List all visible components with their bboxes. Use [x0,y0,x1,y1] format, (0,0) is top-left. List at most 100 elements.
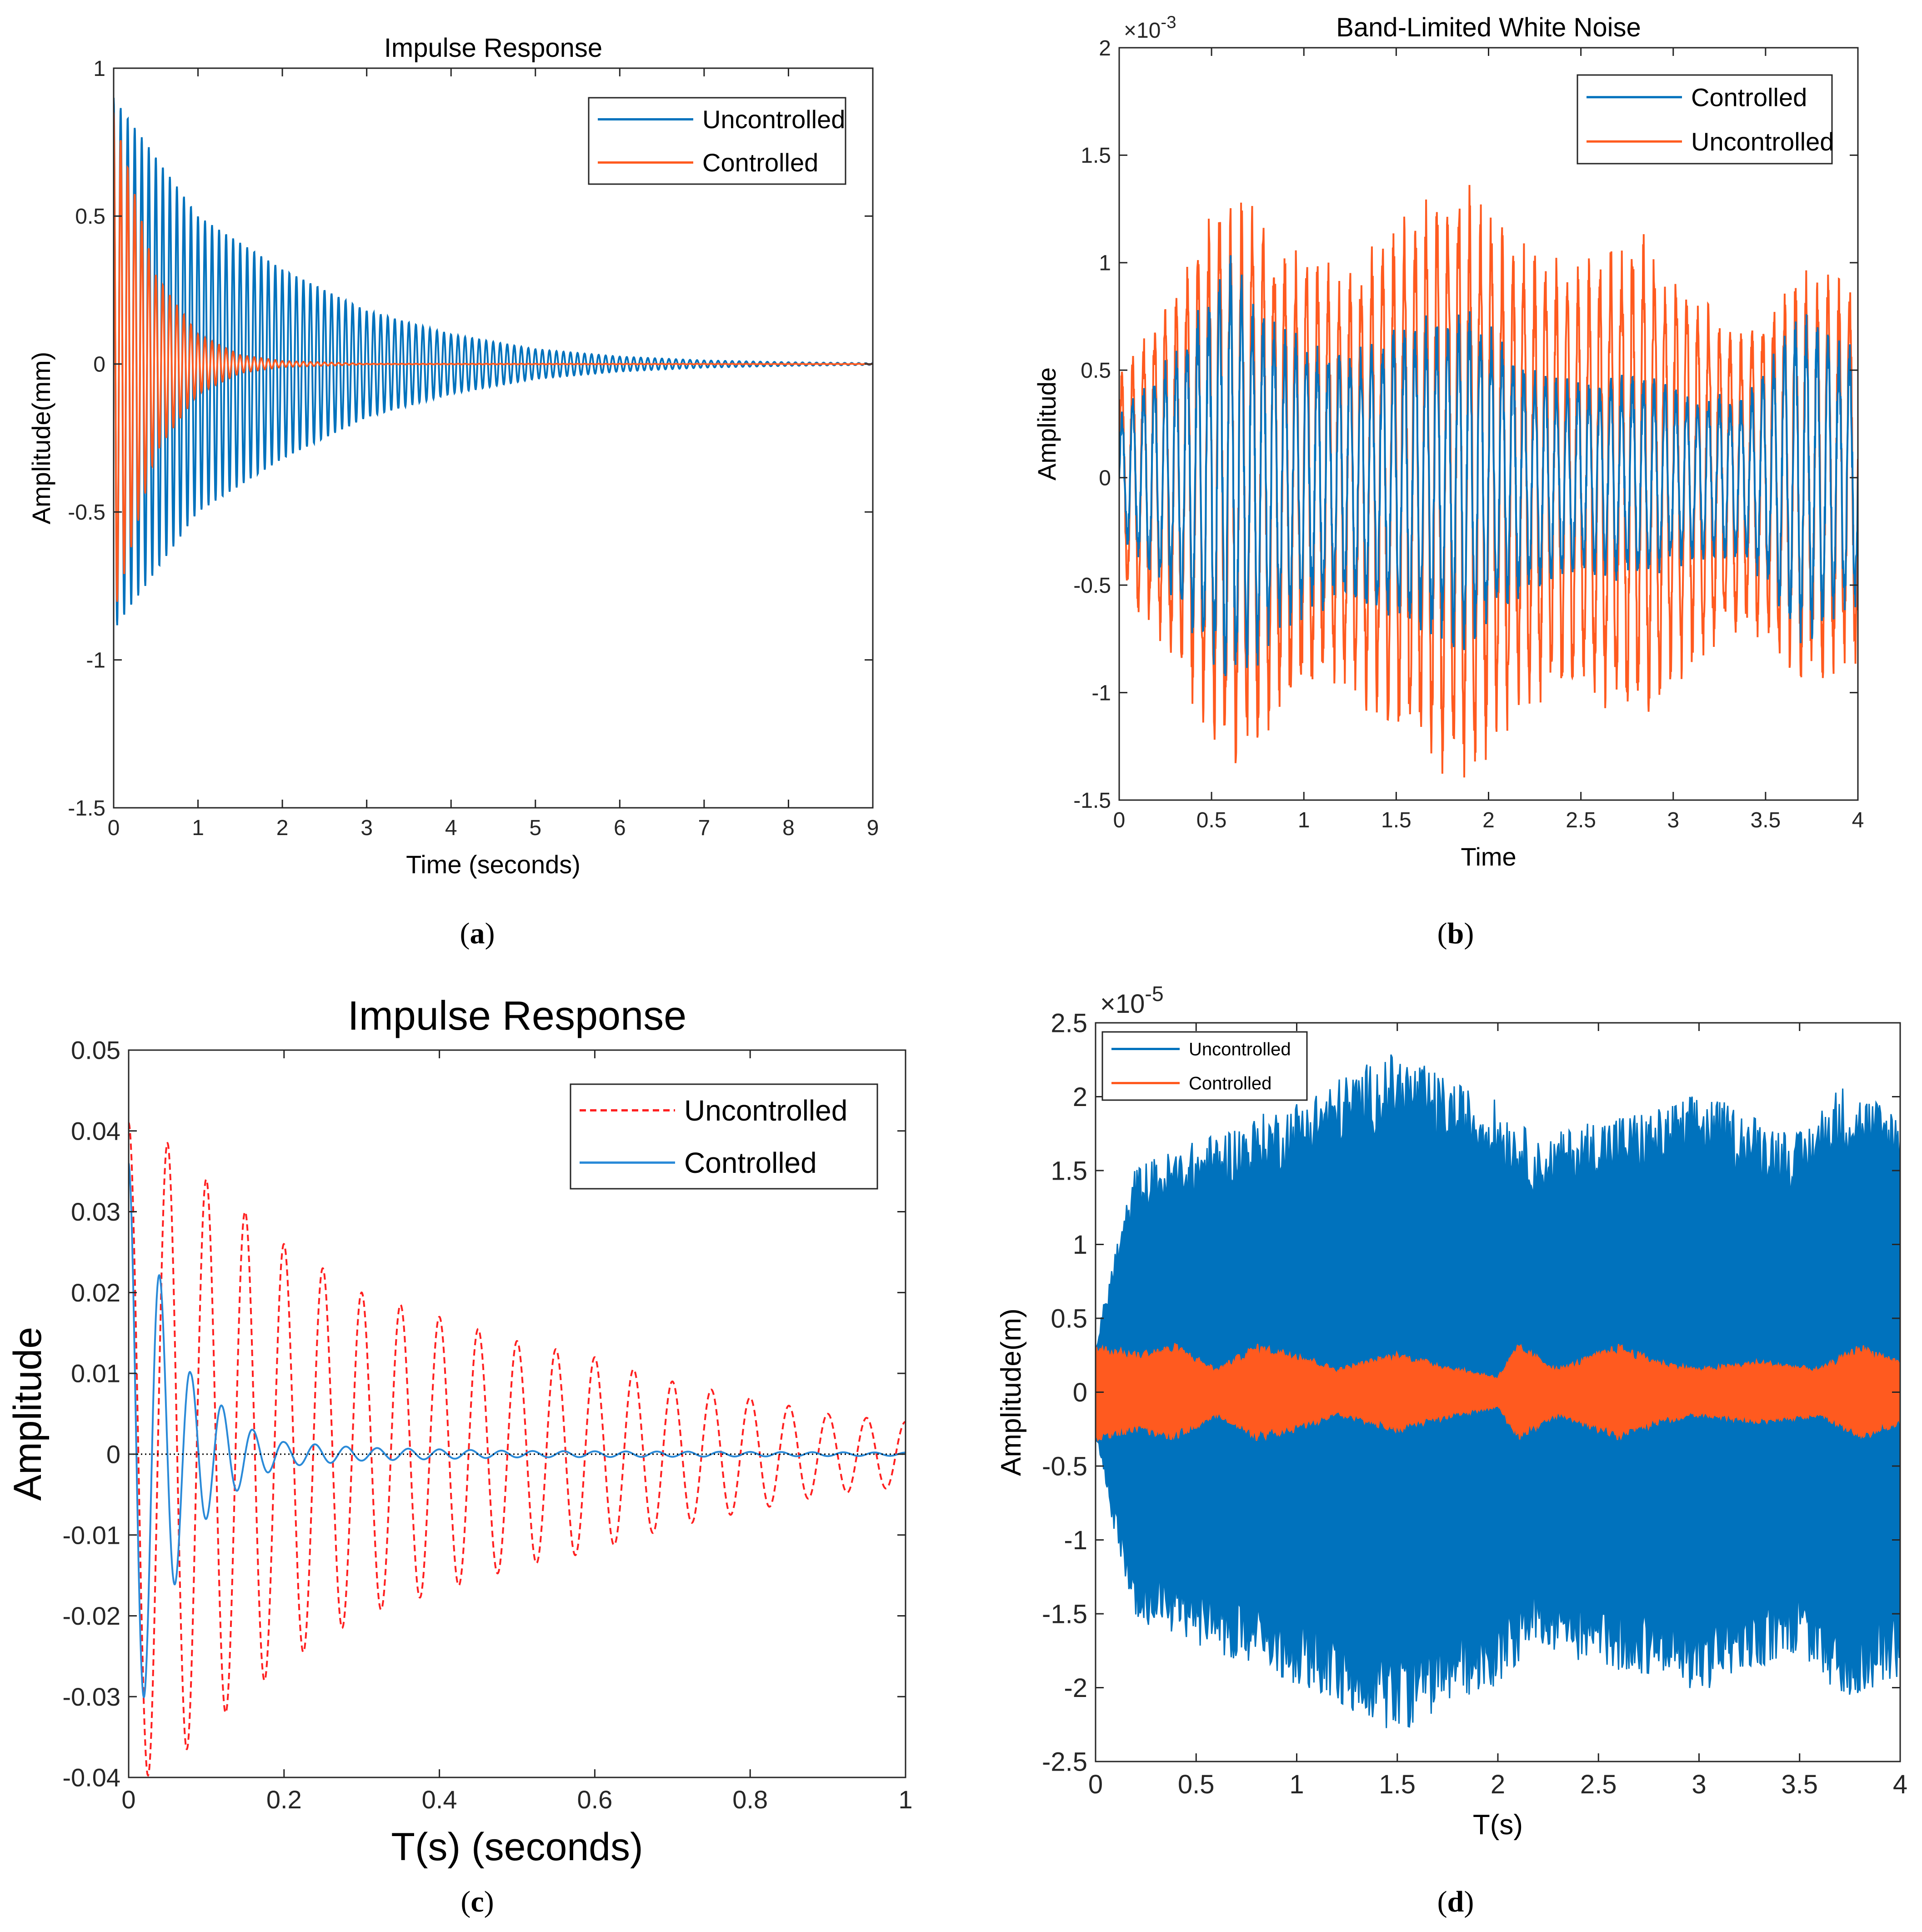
data-layer-d [1096,1054,1900,1728]
caption-a: (a) [460,917,495,950]
plot-area-a [114,68,873,808]
x-tick-label-d: 0.5 [1178,1770,1215,1799]
y-tick-label-d: 0.5 [1051,1304,1087,1333]
y-tick-label-d: -1.5 [1042,1599,1087,1629]
y-tick-label-c: 0.04 [71,1116,120,1145]
axes-box-a [113,67,874,809]
y-exponent-d: ×10-5 [1100,982,1164,1019]
y-tick-label-c: 0.02 [71,1278,120,1307]
y-tick-label-c: -0.04 [62,1763,120,1792]
y-tick-label-d: 2 [1073,1082,1087,1112]
legend-label-b-controlled: Controlled [1691,83,1807,111]
x-tick-label-b: 2.5 [1566,808,1596,832]
x-tick-label-b: 0.5 [1196,808,1227,832]
legend-b: Controlled Uncontrolled [1577,74,1834,165]
y-tick-label-d: -2 [1064,1673,1087,1703]
y-tick-label-c: -0.03 [62,1682,120,1711]
y-tick-label-c: 0.03 [71,1197,120,1226]
x-tick-label-b: 3 [1667,808,1679,832]
x-tick-label-a: 2 [276,816,289,840]
legend-c: Uncontrolled Controlled [570,1083,878,1190]
legend-box-d [1101,1031,1308,1101]
x-tick-label-a: 8 [782,816,795,840]
legend-label-b-uncontrolled: Uncontrolled [1691,127,1834,156]
legend-box-a [588,97,846,185]
axes-box-c [128,1049,906,1778]
y-tick-label-c: -0.01 [62,1521,120,1549]
caption-d: (d) [1437,1885,1474,1918]
y-tick-label-b: -1 [1091,681,1111,705]
y-tick-label-a: -0.5 [68,501,105,525]
x-tick-label-c: 0.2 [266,1785,302,1814]
legend-label-d-controlled: Controlled [1189,1074,1271,1094]
title-b: Band-Limited White Noise [1336,13,1641,42]
title-a: Impulse Response [384,33,602,63]
x-tick-label-c: 0.4 [422,1785,457,1814]
x-label-b: Time [1461,842,1516,871]
x-tick-label-c: 0 [121,1785,135,1814]
legend-label-d-uncontrolled: Uncontrolled [1189,1040,1291,1060]
x-label-a: Time (seconds) [406,850,581,879]
x-tick-label-b: 2 [1482,808,1495,832]
legend-box-c [570,1083,878,1190]
y-tick-label-d: 1 [1073,1230,1087,1260]
y-label-d: Amplitude(m) [996,1308,1027,1476]
x-tick-label-a: 9 [867,816,879,840]
title-c: Impulse Response [348,993,686,1039]
x-tick-label-a: 0 [108,816,120,840]
x-tick-label-a: 1 [192,816,204,840]
x-tick-label-a: 5 [529,816,541,840]
legend-a: Uncontrolled Controlled [588,97,846,185]
x-tick-label-d: 1.5 [1379,1770,1416,1799]
y-label-b: Amplitude [1032,367,1061,480]
legend-box-b [1577,74,1833,165]
x-tick-label-b: 3.5 [1751,808,1781,832]
x-tick-label-d: 3 [1692,1770,1706,1799]
series-c-controlled [129,1163,906,1699]
x-tick-label-a: 3 [360,816,373,840]
y-tick-label-c: 0 [106,1440,120,1468]
data-layer-b [1119,185,1858,778]
y-tick-label-b: 1.5 [1081,144,1111,168]
series-c-uncontrolled [129,1122,906,1777]
data-layer-a [114,98,873,626]
y-tick-label-b: -1.5 [1073,789,1111,813]
legend-d: Uncontrolled Controlled [1101,1031,1308,1101]
y-tick-label-d: -0.5 [1042,1452,1087,1481]
x-tick-label-a: 7 [698,816,711,840]
x-tick-label-c: 1 [898,1785,912,1814]
x-tick-label-c: 0.8 [732,1785,768,1814]
legend-label-a-uncontrolled: Uncontrolled [702,105,845,134]
data-layer-c [129,1122,906,1777]
y-tick-label-d: -2.5 [1042,1747,1087,1777]
y-tick-label-d: 1.5 [1051,1156,1087,1186]
y-tick-label-c: 0.05 [71,1036,120,1065]
x-tick-label-a: 4 [445,816,457,840]
series-b-controlled [1119,255,1858,676]
y-label-a: Amplitude(mm) [27,352,55,525]
x-tick-label-a: 6 [614,816,626,840]
x-label-c: T(s) (seconds) [391,1825,643,1869]
panel-a: 0 1 2 3 4 5 6 7 8 9 -1.5 -1 -0.5 0 0.5 1 Impulse Respons… [27,33,879,950]
x-label-d: T(s) [1473,1809,1523,1841]
y-tick-label-d: 2.5 [1051,1008,1087,1038]
legend-label-c-uncontrolled: Uncontrolled [684,1094,847,1127]
y-tick-label-d: -1 [1064,1526,1087,1555]
y-tick-label-a: 1 [93,57,105,81]
x-tick-label-d: 0 [1088,1770,1103,1799]
legend-label-a-controlled: Controlled [702,148,818,177]
x-tick-label-d: 2 [1491,1770,1505,1799]
x-tick-label-b: 1 [1298,808,1310,832]
x-tick-label-d: 2.5 [1580,1770,1617,1799]
panel-b: 0 0.5 1 1.5 2 2.5 3 3.5 4 -1.5 -1 -0.5 0 0.5 1 1.5 2 ×10-… [1032,12,1864,950]
y-tick-label-b: 1 [1099,251,1111,275]
series-a-controlled [114,112,873,602]
y-label-c: Amplitude [6,1327,50,1501]
y-tick-label-a: -1 [86,648,105,672]
x-tick-label-b: 0 [1113,808,1126,832]
x-tick-label-b: 4 [1852,808,1864,832]
series-a-uncontrolled [114,98,873,626]
panel-c: 0 0.2 0.4 0.6 0.8 1 -0.04 -0.03 -0.02 -0.01 0 0.01 0… [6,993,913,1918]
x-tick-label-d: 3.5 [1781,1770,1818,1799]
